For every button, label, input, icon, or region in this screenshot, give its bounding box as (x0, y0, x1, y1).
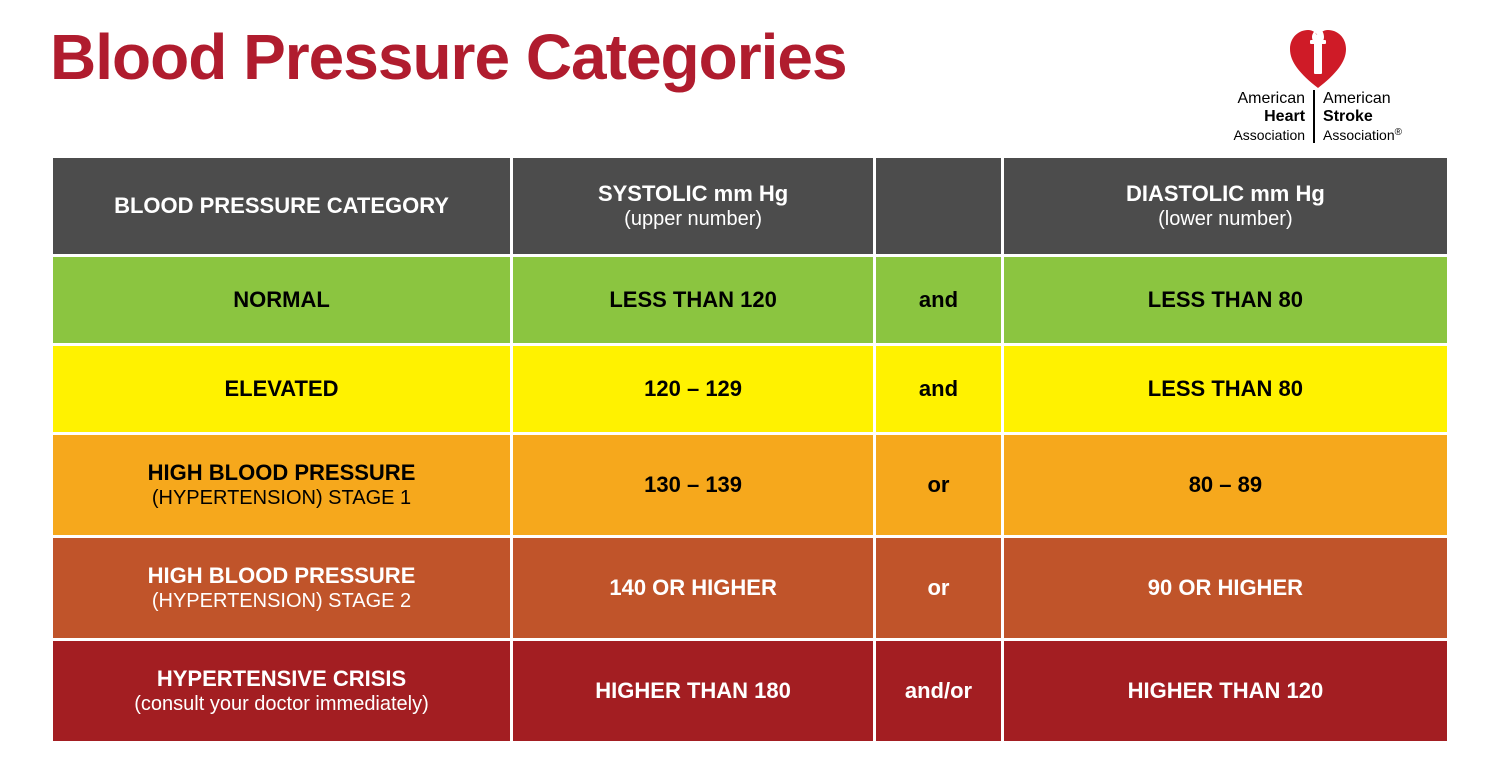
th-diastolic: DIASTOLIC mm Hg (lower number) (1004, 158, 1447, 254)
cell-category: NORMAL (53, 257, 510, 343)
cell-systolic: 130 – 139 (513, 435, 873, 535)
cell-category: HYPERTENSIVE CRISIS(consult your doctor … (53, 641, 510, 741)
logo-right-line3: Association® (1323, 127, 1402, 143)
cell-category: HIGH BLOOD PRESSURE(HYPERTENSION) STAGE … (53, 435, 510, 535)
logo-right-col: American Stroke Association® (1313, 90, 1410, 143)
cell-category: HIGH BLOOD PRESSURE(HYPERTENSION) STAGE … (53, 538, 510, 638)
heart-torch-icon (1290, 26, 1346, 88)
aha-asa-logo: American Heart Association American Stro… (1225, 20, 1450, 143)
cell-diastolic: LESS THAN 80 (1004, 257, 1447, 343)
cell-diastolic: LESS THAN 80 (1004, 346, 1447, 432)
th-conjunction (876, 158, 1001, 254)
cell-systolic: 140 OR HIGHER (513, 538, 873, 638)
page-title: Blood Pressure Categories (50, 20, 847, 94)
logo-left-line3: Association (1233, 127, 1305, 143)
logo-left-col: American Heart Association (1225, 90, 1313, 143)
cell-conjunction: or (876, 538, 1001, 638)
cell-conjunction: and (876, 257, 1001, 343)
cell-systolic: HIGHER THAN 180 (513, 641, 873, 741)
th-systolic: SYSTOLIC mm Hg (upper number) (513, 158, 873, 254)
logo-right-line1: American (1323, 90, 1402, 108)
cell-conjunction: or (876, 435, 1001, 535)
table-row: HIGH BLOOD PRESSURE(HYPERTENSION) STAGE … (53, 435, 1447, 535)
cell-diastolic: 90 OR HIGHER (1004, 538, 1447, 638)
logo-left-line1: American (1233, 90, 1305, 108)
table-row: ELEVATED120 – 129andLESS THAN 80 (53, 346, 1447, 432)
cell-diastolic: HIGHER THAN 120 (1004, 641, 1447, 741)
logo-text: American Heart Association American Stro… (1225, 90, 1410, 143)
table-row: HYPERTENSIVE CRISIS(consult your doctor … (53, 641, 1447, 741)
cell-diastolic: 80 – 89 (1004, 435, 1447, 535)
cell-conjunction: and (876, 346, 1001, 432)
page: Blood Pressure Categories American Heart… (0, 0, 1500, 774)
header: Blood Pressure Categories American Heart… (50, 20, 1450, 143)
cell-category: ELEVATED (53, 346, 510, 432)
logo-right-line2: Stroke (1323, 108, 1402, 126)
table-header-row: BLOOD PRESSURE CATEGORY SYSTOLIC mm Hg (… (53, 158, 1447, 254)
cell-systolic: 120 – 129 (513, 346, 873, 432)
table-row: HIGH BLOOD PRESSURE(HYPERTENSION) STAGE … (53, 538, 1447, 638)
logo-left-line2: Heart (1233, 108, 1305, 126)
th-category: BLOOD PRESSURE CATEGORY (53, 158, 510, 254)
table-row: NORMALLESS THAN 120andLESS THAN 80 (53, 257, 1447, 343)
cell-systolic: LESS THAN 120 (513, 257, 873, 343)
cell-conjunction: and/or (876, 641, 1001, 741)
bp-categories-table: BLOOD PRESSURE CATEGORY SYSTOLIC mm Hg (… (50, 155, 1450, 744)
